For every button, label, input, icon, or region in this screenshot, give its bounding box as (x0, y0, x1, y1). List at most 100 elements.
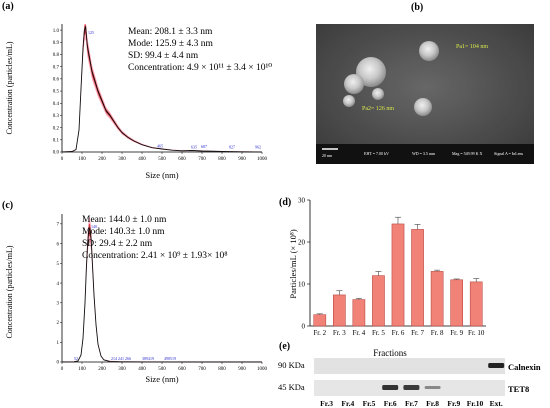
nta-size-distribution-chart-a: 0 100 200 300 400 500 600 700 800 900 1000 0.0 0.1 0.… (5, 24, 272, 180)
d-category-label: Fr. 4 (352, 329, 365, 337)
d-bar (313, 314, 327, 327)
c-peak-label: 389419 (142, 356, 154, 361)
sem-label-pa1: Pa1= 104 nm (456, 44, 488, 50)
chart-c-stat-mean: Mean: 144.0 ± 1.0 nm (82, 215, 167, 225)
panel-label-e: (e) (279, 341, 291, 352)
c-series-line (61, 227, 262, 363)
sem-footer-scale: 20 nm (322, 153, 333, 158)
blot-lane-label: Fr.5 (363, 399, 376, 408)
blot-lane-label: Fr.10 (467, 399, 484, 408)
a-series-line (61, 26, 263, 153)
a-y-tick-label: 1.0 (53, 29, 60, 34)
d-bar (430, 271, 444, 327)
c-y-tick-label: 2 (57, 321, 60, 326)
a-x-tick-label: 800 (218, 157, 226, 162)
a-peak-label: 827 (229, 145, 235, 150)
chart-c-stat-concentration: Concentration: 2.41 × 10⁹ ± 1.93× 10⁸ (82, 251, 228, 261)
nta-size-distribution-chart-c: 0 100 200 300 400 500 600 700 800 900 1000 0 1 2 3 4 5 6 7… (5, 214, 268, 384)
c-x-tick-label: 1000 (257, 367, 268, 372)
sem-footer-wd: WD = 3.5 mm (412, 151, 436, 156)
blot-strip-calnexin (314, 358, 505, 374)
panel-label-b: (b) (411, 2, 424, 13)
a-peak-label: 635 (191, 145, 197, 150)
c-peak-label: 140 (91, 224, 97, 229)
c-x-tick-label: 200 (98, 367, 106, 372)
d-category-label: Fr. 8 (431, 329, 444, 337)
d-category-label: Fr. 3 (333, 329, 346, 337)
blot-marker-90: 90 KDa (278, 360, 305, 370)
blot-band-tet8-fr6 (382, 385, 399, 390)
panel-label-c: (c) (2, 200, 14, 211)
particles-per-fraction-bar-chart: 0 10 20 30 Fr. 2 Fr. 3 Fr. 4 Fr. 5 Fr. 6 Fr. 7 Fr.… (288, 196, 486, 358)
vesicle-pa1 (419, 41, 439, 61)
sem-micrograph: Pa1= 104 nm Pa2= 126 nm 20 nm EHT = 7.00… (316, 24, 534, 164)
d-bar (391, 223, 405, 327)
a-x-tick-label: 100 (78, 157, 86, 162)
c-y-tick-label: 1 (57, 341, 60, 346)
c-y-tick-label: 3 (57, 302, 60, 307)
a-x-tick-label: 300 (118, 157, 126, 162)
a-y-tick-label: 0.9 (53, 41, 60, 46)
c-peak-label: 498519 (164, 356, 176, 361)
blot-lane-label: Fr.9 (447, 399, 460, 408)
d-category-label: Fr. 2 (313, 329, 326, 337)
panel-label-a: (a) (2, 1, 14, 12)
a-x-tick-label: 700 (198, 157, 206, 162)
c-peak-label: 214 241 266 (111, 356, 131, 361)
d-bar (469, 281, 483, 327)
chart-a-stat-sd: SD: 99.4 ± 4.4 nm (128, 51, 199, 61)
c-x-tick-label: 100 (78, 367, 86, 372)
a-x-tick-label: 400 (138, 157, 146, 162)
blot-band-calnexin-ext (488, 363, 505, 368)
chart-c-ylabel: Concentration (particles/mL) (5, 245, 14, 338)
a-x-tick-label: 0 (61, 157, 64, 162)
c-x-tick-label: 700 (198, 367, 206, 372)
panel-label-d: (d) (279, 197, 292, 208)
c-x-tick-label: 0 (61, 367, 64, 372)
a-y-tick-label: 0.1 (53, 139, 60, 144)
blot-lane-label: Fr.7 (405, 399, 418, 408)
chart-a-xlabel: Size (nm) (145, 170, 178, 180)
blot-band-tet8-fr8 (424, 386, 441, 389)
chart-c-stat-mode: Mode: 140.3± 1.0 nm (82, 227, 165, 237)
blot-band-tet8-fr7 (403, 385, 420, 390)
sem-footer-eht: EHT = 7.00 kV (364, 151, 389, 156)
chart-c-stat-sd: SD: 29.4 ± 2.2 nm (82, 239, 153, 249)
sem-label-pa2: Pa2= 126 nm (362, 106, 394, 112)
blot-protein-tet8: TET8 (508, 384, 529, 394)
a-y-tick-label: 0.7 (53, 65, 60, 70)
a-y-tick-label: 0.5 (53, 90, 60, 95)
d-category-label: Fr. 10 (468, 329, 485, 337)
chart-c-xlabel: Size (nm) (145, 374, 178, 384)
a-y-tick-label: 0.6 (53, 78, 60, 83)
a-x-tick-label: 900 (238, 157, 246, 162)
d-y-tick-label: 20 (298, 238, 306, 246)
a-y-tick-label: 0.2 (53, 126, 60, 131)
a-x-tick-label: 600 (178, 157, 186, 162)
c-y-tick-label: 0 (57, 361, 60, 366)
c-peak-label: 52 (74, 356, 78, 361)
c-x-tick-label: 500 (158, 367, 166, 372)
d-y-tick-label: 30 (298, 196, 306, 204)
c-y-tick-label: 7 (57, 223, 60, 228)
sem-footer-signal: Signal A = InLens (494, 151, 523, 156)
vesicle-pa2 (414, 98, 432, 116)
chart-d-ylabel: Particles/mL (× 10⁸) (288, 229, 298, 298)
d-y-tick-label: 0 (302, 322, 306, 330)
c-x-tick-label: 600 (178, 367, 186, 372)
a-peak-label: 465 (157, 143, 163, 148)
d-category-label: Fr. 9 (450, 329, 463, 337)
c-x-tick-label: 400 (138, 367, 146, 372)
d-bar (372, 275, 385, 327)
d-bar (333, 294, 346, 327)
vesicle-cluster (344, 57, 386, 100)
d-category-label: Fr. 7 (411, 329, 424, 337)
c-y-tick-label: 4 (57, 282, 60, 287)
sem-footer-mag: Mag = 549.99 K X (452, 151, 482, 156)
a-peak-label: 962 (255, 145, 261, 150)
c-x-tick-label: 900 (238, 367, 246, 372)
chart-a-stat-mean: Mean: 208.1 ± 3.3 nm (128, 27, 213, 37)
vesicle-small (343, 95, 355, 107)
a-error-band-inner (62, 24, 262, 152)
d-y-tick-label: 10 (298, 280, 306, 288)
